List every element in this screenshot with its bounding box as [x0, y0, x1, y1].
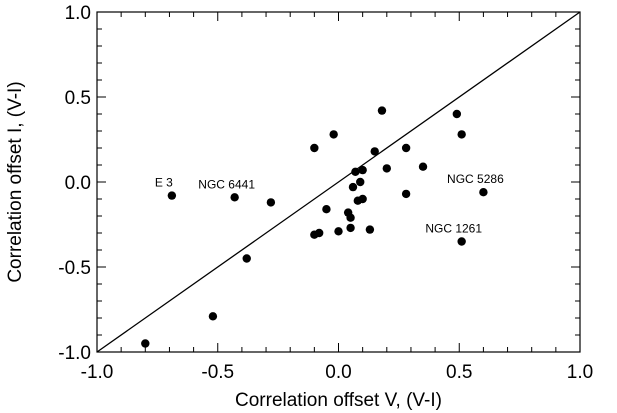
- data-point: [310, 143, 319, 153]
- data-point: [310, 230, 319, 239]
- y-tick-label: 0.0: [65, 173, 91, 194]
- data-point: [346, 223, 355, 233]
- data-point: [452, 109, 462, 119]
- data-point: [167, 191, 177, 200]
- x-tick-label: -0.5: [201, 362, 234, 383]
- point-annotations: E 3 NGC 6441 NGC 5286 NGC 1261: [155, 172, 504, 235]
- y-tick-label: -0.5: [58, 258, 91, 279]
- data-point: [242, 254, 251, 263]
- data-point: [346, 213, 355, 222]
- data-point: [230, 193, 239, 202]
- y-tick-label: 1.0: [65, 3, 91, 24]
- data-point: [401, 189, 411, 199]
- point-annotation-label: NGC 6441: [198, 177, 255, 191]
- data-point: [141, 339, 150, 348]
- data-point: [356, 177, 365, 187]
- data-point: [358, 165, 367, 175]
- y-axis-title: Correlation offset I, (V-I): [5, 81, 26, 282]
- data-point: [322, 205, 331, 214]
- axis-ticks: [96, 11, 581, 353]
- data-point: [382, 164, 391, 173]
- point-annotation-label: NGC 1261: [425, 222, 482, 236]
- reference-line: [96, 11, 581, 353]
- x-tick-label: 0.0: [325, 362, 351, 383]
- x-axis-title: Correlation offset V, (V-I): [235, 390, 442, 411]
- data-point: [418, 162, 428, 171]
- x-tick-label: 0.5: [446, 362, 472, 383]
- data-points: [141, 106, 488, 348]
- data-point: [353, 196, 363, 205]
- data-point: [365, 225, 375, 234]
- data-point: [457, 237, 466, 246]
- data-point: [266, 198, 276, 207]
- point-annotation-label: NGC 5286: [447, 172, 504, 186]
- data-point: [329, 130, 338, 139]
- data-point: [457, 130, 466, 139]
- y-tick-label: -1.0: [58, 343, 91, 364]
- data-point: [208, 312, 218, 321]
- data-point: [351, 167, 360, 176]
- axis-tick-labels: -1.0 -0.5 0.0 0.5 1.0 -1.0 -0.5 0.0 0.5 1.0: [58, 3, 593, 383]
- point-annotation-label: E 3: [155, 176, 173, 190]
- y-tick-label: 0.5: [65, 88, 91, 109]
- data-point: [401, 143, 411, 153]
- data-point: [348, 182, 358, 192]
- data-point: [370, 147, 379, 156]
- data-point: [334, 227, 343, 236]
- x-tick-label: 1.0: [567, 362, 593, 383]
- data-point: [479, 188, 488, 197]
- data-point: [377, 106, 387, 115]
- x-tick-label: -1.0: [81, 362, 114, 383]
